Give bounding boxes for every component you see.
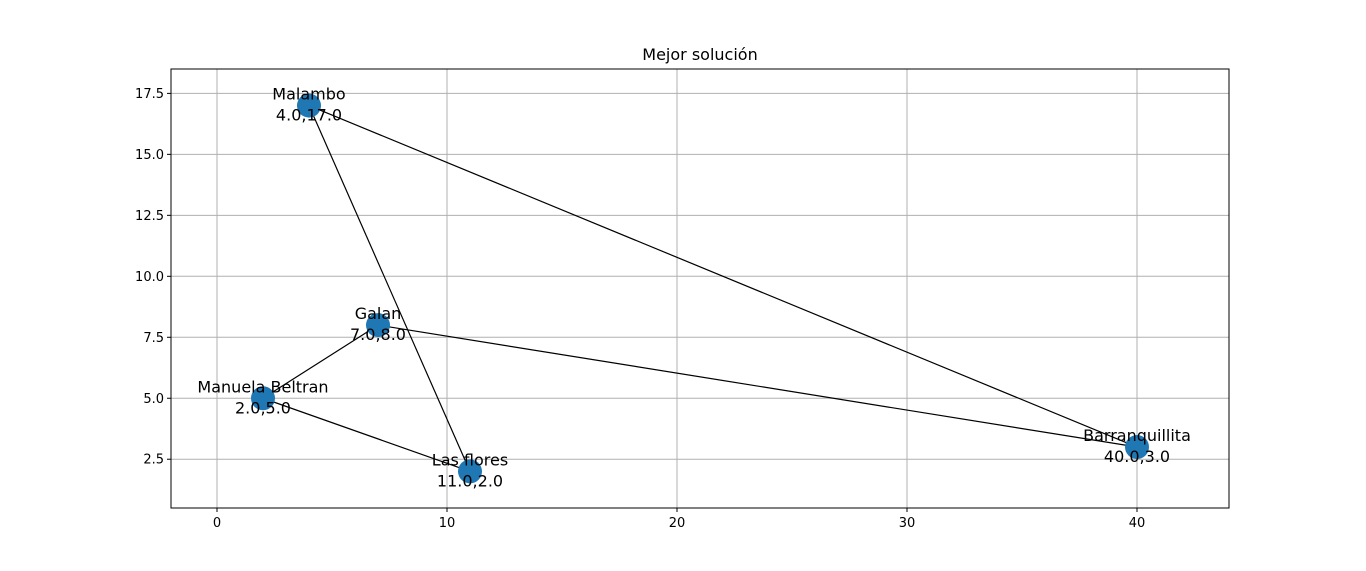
route-segment	[262, 324, 379, 399]
y-tick-label: 12.5	[135, 209, 164, 224]
chart-title: Mejor solución	[642, 45, 757, 64]
x-tick-label: 30	[899, 516, 916, 531]
point-name-label: Malambo	[272, 85, 345, 104]
point-coord-label: 4.0,17.0	[276, 106, 342, 125]
point-name-label: Galan	[355, 304, 402, 323]
route-segment	[377, 324, 1138, 448]
y-tick-label: 15.0	[135, 148, 164, 163]
point-coord-label: 40.0,3.0	[1104, 447, 1170, 466]
x-tick-label: 40	[1129, 516, 1146, 531]
y-tick-label: 17.5	[135, 87, 164, 102]
point-name-label: Las flores	[432, 450, 508, 469]
point-coord-label: 7.0,8.0	[350, 325, 406, 344]
point-coord-label: 2.0,5.0	[235, 398, 291, 417]
route-point	[1125, 435, 1149, 460]
route-lines	[262, 105, 1138, 472]
point-name-label: Manuela Beltran	[197, 377, 328, 396]
point-name-label: Barranquillita	[1083, 426, 1191, 445]
y-tick-label: 5.0	[143, 392, 164, 407]
route-point	[458, 459, 482, 484]
x-tick-label: 20	[669, 516, 686, 531]
route-point	[366, 313, 390, 338]
route-points	[251, 93, 1149, 484]
route-segment	[262, 397, 471, 472]
axes-frame	[170, 68, 1230, 509]
route-point	[251, 386, 275, 411]
point-labels: Malambo 4.0,17.0 Galan 7.0,8.0 Manuela Beltr…	[197, 85, 1190, 491]
x-tick-label: 0	[213, 516, 221, 531]
y-tick-label: 2.5	[143, 453, 164, 468]
x-tick-label: 10	[439, 516, 456, 531]
y-tick-label: 10.0	[135, 270, 164, 285]
route-point	[297, 93, 321, 118]
point-coord-label: 11.0,2.0	[437, 471, 503, 490]
y-tick-label: 7.5	[143, 331, 164, 346]
grid	[171, 69, 1229, 508]
route-segment	[308, 105, 1138, 448]
route-segment	[308, 105, 471, 472]
axis-ticks: 0 10 20 30 40 2.5 5.0 7.5 10.0 12.5 15.0 17.5	[135, 87, 1145, 531]
